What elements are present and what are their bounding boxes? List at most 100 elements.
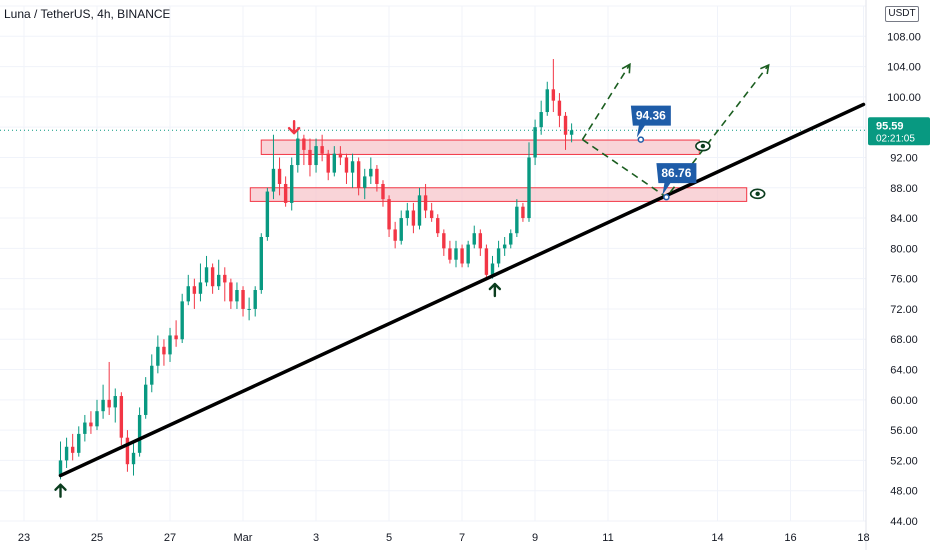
y-tick-label: 92.00 [890,152,918,164]
y-tick-label: 80.00 [890,243,918,255]
candle-body [58,460,63,476]
x-tick-label: 5 [386,532,392,544]
candle-body [350,161,355,173]
price-callout-box[interactable] [656,163,697,196]
candle-body [356,161,361,188]
y-tick-label: 48.00 [890,486,918,498]
candle-body [223,274,227,283]
candle-body [210,267,215,287]
candle-body [429,210,434,219]
candle-body [478,233,483,249]
candle-body [454,248,458,260]
arrow-stroke [287,119,301,135]
candle-body [569,130,574,135]
candle-body [290,165,294,203]
candle-body [107,399,111,408]
candle-body [302,138,306,150]
candle-body [545,89,549,113]
y-tick-label: 64.00 [890,365,918,377]
candle-body [423,195,428,211]
projection-path[interactable] [581,63,631,141]
candle-body [466,244,470,264]
bar-countdown: 02:21:05 [876,133,915,144]
candle-body [83,422,87,434]
candle-body [156,346,160,366]
candle-body [259,236,263,291]
candle-body [338,153,343,158]
candle-body [113,396,117,408]
y-tick-label: 84.00 [890,213,918,225]
trend-line[interactable] [58,102,866,478]
candle-body [216,274,221,287]
candle-body [387,199,391,230]
candle-body [521,206,525,219]
candle-body [77,433,81,453]
chart-title: Luna / TetherUS, 4h, BINANCE [4,7,171,21]
candle-body [64,446,69,461]
candle-body [405,210,410,219]
candle-body [442,233,446,249]
candle-body [515,206,519,234]
projection-arrowhead [760,63,770,75]
x-tick-label: 23 [18,532,30,544]
price-callout-box[interactable] [630,105,671,138]
candle-body [168,335,172,355]
candle-body [509,233,513,245]
candle-body [344,157,349,173]
candle-body [381,183,385,200]
candle-body [363,176,367,188]
candle-body [95,411,99,427]
y-tick-label: 100.00 [887,92,921,104]
y-tick-label: 76.00 [890,274,918,286]
candle-body [143,384,148,415]
candle-body [490,263,495,275]
candle-body [229,282,233,302]
eye-pupil [700,143,706,149]
eye-pupil [755,191,760,197]
callout-label: 86.76 [661,166,691,180]
projection-arrowhead [621,62,631,74]
candle-body [235,290,239,302]
candle-body [527,157,531,219]
candle-body [131,452,136,465]
supply-demand-zone[interactable] [260,139,700,155]
candle-body [283,183,288,203]
candle-body [332,153,337,173]
x-tick-label: 16 [784,532,796,544]
callout-anchor [663,193,670,201]
candle-body [533,127,537,158]
y-tick-label: 72.00 [890,304,918,316]
candle-body [557,100,562,116]
x-tick-label: 18 [857,532,869,544]
candle-body [186,286,190,302]
y-tick-label: 68.00 [890,334,918,346]
candle-body [472,233,476,245]
candle-body [192,286,197,294]
x-tick-label: 9 [532,532,538,544]
candle-body [539,112,543,128]
candle-body [247,308,251,310]
candle-body [399,218,403,241]
candle-body [137,414,142,453]
candle-body [162,346,166,355]
arrow-up-icon [54,483,67,498]
last-price-value: 95.59 [876,120,904,132]
candle-body [411,210,416,226]
x-tick-label: 14 [711,532,723,544]
candle-body [314,146,318,166]
currency-label[interactable]: USDT [885,6,919,22]
candle-body [484,248,489,275]
last-price-tag[interactable] [868,117,930,146]
x-tick-label: 25 [91,532,103,544]
candle-body [271,168,276,192]
y-tick-label: 60.00 [890,395,918,407]
x-tick-label: 27 [164,532,176,544]
candle-body [436,218,440,234]
callout-label: 94.36 [636,109,666,123]
candle-body [277,168,282,184]
candle-body [417,195,422,226]
supply-demand-zone[interactable] [249,187,748,202]
candle-body [496,248,501,264]
candle-body [241,290,245,309]
